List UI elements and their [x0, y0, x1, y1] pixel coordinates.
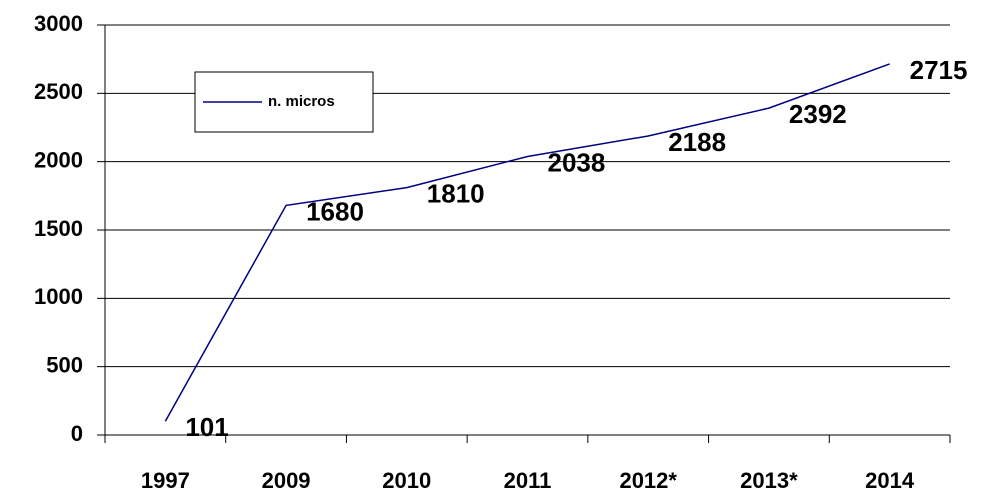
data-label: 101	[185, 412, 228, 442]
data-label: 1680	[306, 196, 364, 226]
data-label: 2392	[789, 99, 847, 129]
x-tick-label: 2014	[865, 468, 915, 493]
legend-label: n. micros	[268, 93, 335, 110]
y-tick-label: 500	[46, 352, 83, 377]
y-tick-label: 2000	[34, 147, 83, 172]
x-tick-label: 1997	[141, 468, 190, 493]
y-tick-label: 1500	[34, 216, 83, 241]
x-tick-label: 2013*	[740, 468, 798, 493]
data-label: 2038	[548, 147, 606, 177]
y-tick-label: 0	[71, 421, 83, 446]
y-tick-label: 3000	[34, 11, 83, 36]
y-tick-label: 2500	[34, 79, 83, 104]
x-tick-label: 2010	[382, 468, 431, 493]
data-label: 2715	[910, 55, 968, 85]
data-label: 2188	[668, 127, 726, 157]
y-tick-label: 1000	[34, 284, 83, 309]
x-tick-label: 2009	[262, 468, 311, 493]
x-tick-label: 2011	[504, 468, 552, 493]
data-label: 1810	[427, 179, 485, 209]
x-tick-label: 2012*	[619, 468, 677, 493]
data-line	[164, 63, 890, 422]
